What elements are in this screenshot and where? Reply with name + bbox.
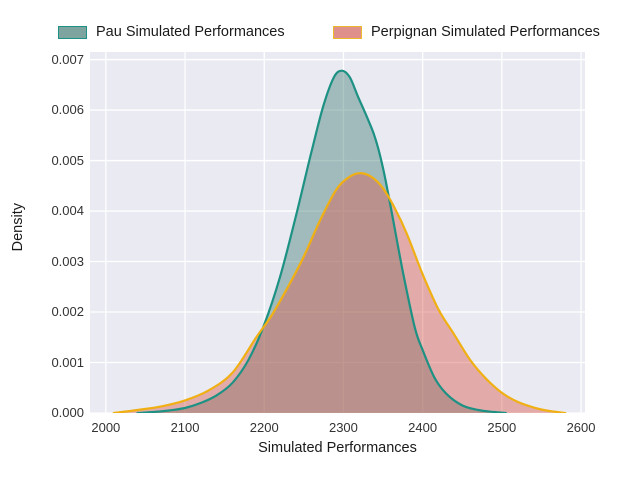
x-tick-label: 2000 — [91, 420, 121, 435]
perpignan-density-line — [112, 172, 567, 413]
y-tick-label: 0.004 — [51, 203, 84, 219]
y-tick-label: 0.007 — [51, 51, 84, 67]
x-tick-label: 2100 — [170, 420, 200, 435]
pau-legend-label: Pau Simulated Performances — [96, 24, 285, 40]
x-axis-title: Simulated Performances — [258, 440, 417, 456]
y-tick-label: 0.001 — [51, 354, 84, 370]
y-tick-label: 0.006 — [51, 102, 84, 118]
plot-area — [90, 52, 585, 413]
legend-item-perpignan: Perpignan Simulated Performances — [333, 24, 600, 40]
y-tick-label: 0.005 — [51, 152, 84, 168]
perpignan-legend-label: Perpignan Simulated Performances — [371, 24, 600, 40]
y-tick-label: 0.000 — [51, 405, 84, 420]
perpignan-density-area — [113, 173, 566, 413]
y-axis-title: Density — [10, 203, 26, 252]
x-tick-label: 2200 — [249, 420, 279, 435]
x-tick-label: 2600 — [566, 420, 596, 435]
pau-density-line — [136, 69, 507, 413]
perpignan-legend-swatch — [333, 25, 362, 39]
y-tick-label: 0.002 — [51, 304, 84, 320]
x-tick-label: 2500 — [487, 420, 517, 435]
y-tick-label: 0.003 — [51, 253, 84, 269]
legend-item-pau: Pau Simulated Performances — [58, 24, 285, 40]
legend: Pau Simulated Performances Perpignan Sim… — [0, 0, 640, 48]
x-tick-label: 2300 — [328, 420, 358, 435]
pau-legend-swatch — [58, 25, 87, 39]
x-tick-label: 2400 — [408, 420, 438, 435]
